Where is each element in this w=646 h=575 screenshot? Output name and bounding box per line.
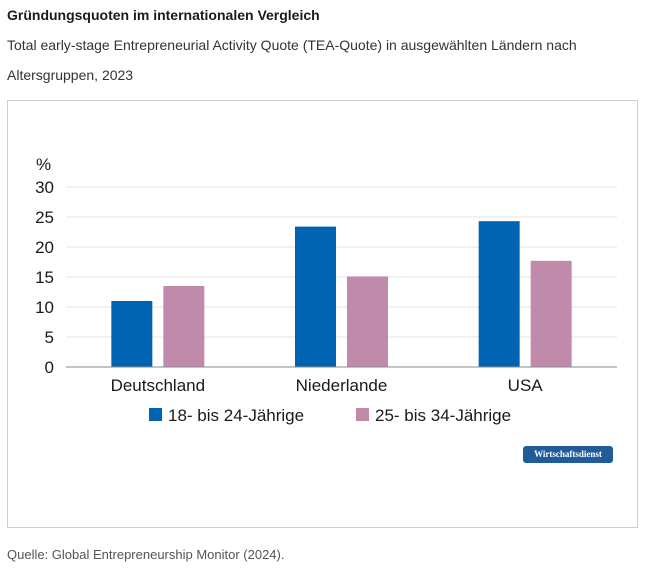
chart-title: Gründungsquoten im internationalen Vergl… (7, 7, 320, 23)
bar (163, 286, 205, 367)
bar (295, 226, 336, 367)
y-tick-label: 0 (45, 358, 54, 377)
bar (347, 276, 388, 367)
bar (530, 260, 572, 367)
x-tick-label: USA (508, 376, 544, 395)
x-tick-label: Niederlande (296, 376, 388, 395)
y-tick-label: 25 (35, 208, 54, 227)
x-tick-label: Deutschland (111, 376, 206, 395)
publisher-badge: Wirtschaftsdienst (523, 446, 613, 463)
legend-label: 25- bis 34-Jährige (375, 406, 511, 425)
y-tick-label: 5 (45, 328, 54, 347)
legend-label: 18- bis 24-Jährige (168, 406, 304, 425)
chart-frame: % 0 5 10 15 20 25 30 Deutschland Niederlande USA 1… (7, 100, 638, 528)
bar-chart: % 0 5 10 15 20 25 30 Deutschland Niederlande USA 1… (35, 155, 617, 425)
legend-swatch (149, 408, 162, 421)
y-tick-label: 10 (35, 298, 54, 317)
y-axis-unit: % (36, 155, 51, 174)
chart-subtitle: Total early-stage Entrepreneurial Activi… (7, 37, 577, 83)
y-tick-label: 30 (35, 178, 54, 197)
legend-swatch (356, 408, 369, 421)
y-tick-label: 20 (35, 238, 54, 257)
y-tick-label: 15 (35, 268, 54, 287)
bar (111, 301, 153, 367)
bar (478, 221, 520, 367)
source-note: Quelle: Global Entrepreneurship Monitor … (7, 547, 285, 562)
